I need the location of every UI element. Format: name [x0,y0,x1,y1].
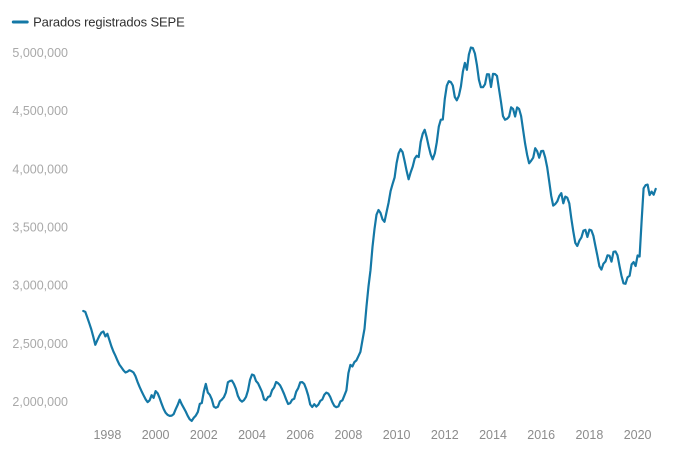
svg-text:2020: 2020 [624,428,652,442]
svg-text:2018: 2018 [575,428,603,442]
svg-text:4,000,000: 4,000,000 [12,162,68,176]
svg-text:2000: 2000 [142,428,170,442]
svg-text:4,500,000: 4,500,000 [12,104,68,118]
svg-text:2012: 2012 [431,428,459,442]
svg-text:2006: 2006 [286,428,314,442]
svg-text:2016: 2016 [527,428,555,442]
svg-text:1998: 1998 [93,428,121,442]
svg-text:3,500,000: 3,500,000 [12,221,68,235]
svg-text:2002: 2002 [190,428,218,442]
svg-text:2,000,000: 2,000,000 [12,395,68,409]
svg-text:5,000,000: 5,000,000 [12,46,68,60]
svg-text:3,000,000: 3,000,000 [12,279,68,293]
svg-text:2008: 2008 [334,428,362,442]
svg-text:2,500,000: 2,500,000 [12,337,68,351]
svg-text:2004: 2004 [238,428,266,442]
svg-text:2010: 2010 [383,428,411,442]
svg-text:2014: 2014 [479,428,507,442]
svg-text:Parados registrados SEPE: Parados registrados SEPE [33,15,185,30]
